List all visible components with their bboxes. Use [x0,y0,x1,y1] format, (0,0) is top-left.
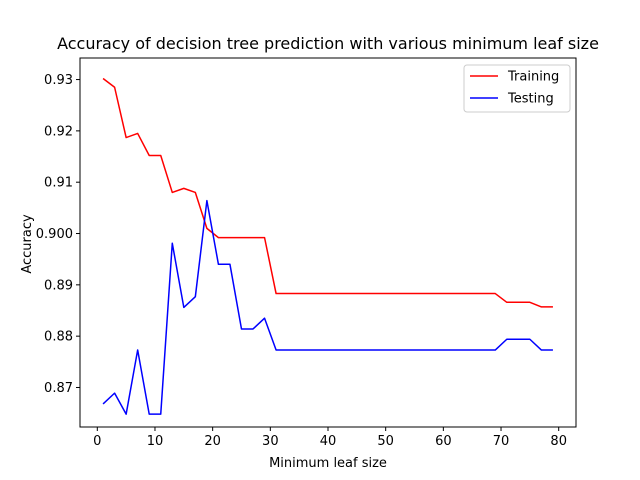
legend-label-training: Training [507,70,559,85]
x-tick-label: 80 [550,434,567,449]
y-tick-label: 0.91 [44,176,73,191]
x-tick-label: 30 [262,434,279,449]
ticks-layer: 0 10 20 30 40 50 60 70 80 0.87 0.88 0.89 0.900 0.91 0.… [36,73,567,449]
y-tick-label: 0.93 [44,73,73,88]
series-line-testing [102,199,553,415]
x-tick-label: 40 [320,434,337,449]
x-tick-label: 20 [204,434,221,449]
y-tick-label: 0.89 [44,278,73,293]
series-layer [102,77,553,415]
legend-label-testing: Testing [507,92,554,107]
y-axis-label: Accuracy [20,214,35,274]
plot-frame [79,57,577,428]
y-tick-label: 0.88 [44,330,73,345]
x-tick-label: 10 [147,434,164,449]
x-tick-label: 60 [435,434,452,449]
legend: Training Testing [463,64,571,113]
x-tick-label: 50 [377,434,394,449]
series-line-training [102,77,553,308]
x-tick-label: 0 [93,434,101,449]
y-tick-label: 0.92 [44,124,73,139]
y-tick-label: 0.900 [36,227,73,242]
x-axis-label: Minimum leaf size [269,456,387,471]
chart-title: Accuracy of decision tree prediction wit… [57,34,599,53]
x-tick-label: 70 [493,434,510,449]
plot-area [79,57,577,428]
y-tick-label: 0.87 [44,381,73,396]
